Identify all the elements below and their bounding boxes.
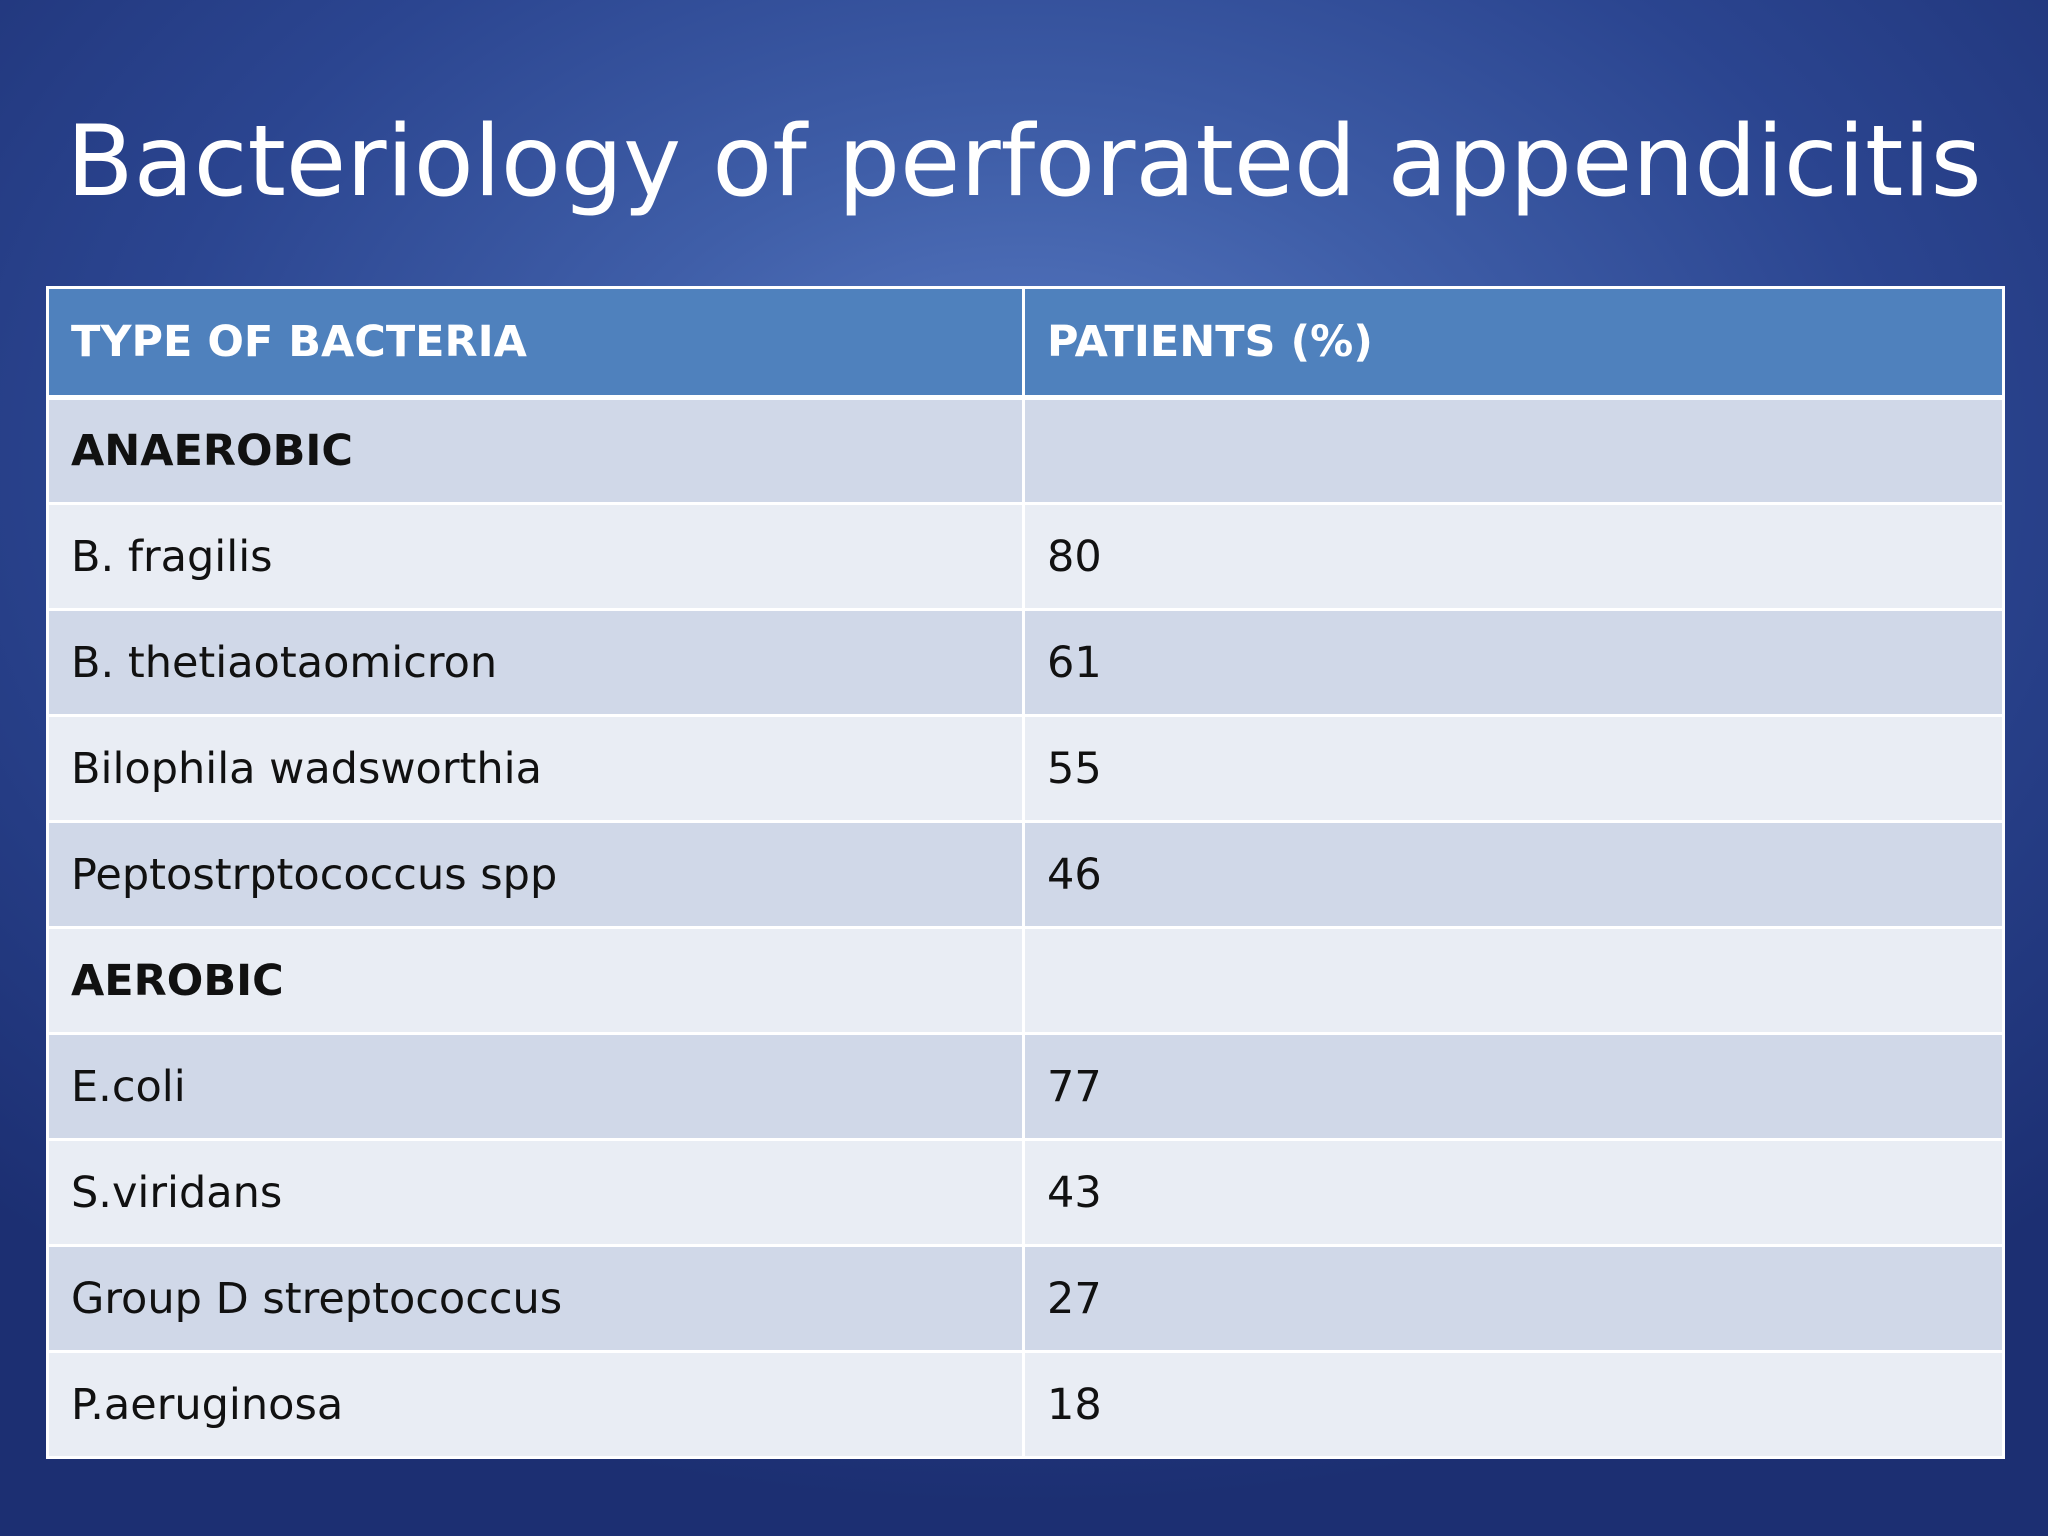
table-row-group-aerobic: AEROBIC: [46, 926, 2004, 1034]
table-row: P.aeruginosa 18: [46, 1350, 2004, 1458]
patients-percent-cell: 61: [1022, 608, 2004, 716]
bacteria-name-cell: B. thetiaotaomicron: [46, 608, 1024, 716]
patients-percent-cell: 27: [1022, 1244, 2004, 1352]
table-row: B. fragilis 80: [46, 502, 2004, 610]
bacteria-table: TYPE OF BACTERIA PATIENTS (%) ANAEROBIC …: [46, 286, 2005, 1459]
table-row: Peptostrptococcus spp 46: [46, 820, 2004, 928]
patients-percent-cell: 18: [1022, 1350, 2004, 1458]
patients-percent-cell: 55: [1022, 714, 2004, 822]
table-row: E.coli 77: [46, 1032, 2004, 1140]
column-header-patients-percent: PATIENTS (%): [1022, 287, 2004, 400]
table-row: Group D streptococcus 27: [46, 1244, 2004, 1352]
table-cell-empty: [1022, 396, 2004, 504]
table-row: S.viridans 43: [46, 1138, 2004, 1246]
table-header-row: TYPE OF BACTERIA PATIENTS (%): [46, 287, 2004, 400]
table-row-group-anaerobic: ANAEROBIC: [46, 396, 2004, 504]
bacteria-name-cell: Bilophila wadsworthia: [46, 714, 1024, 822]
bacteria-name-cell: P.aeruginosa: [46, 1350, 1024, 1458]
bacteria-name-cell: Peptostrptococcus spp: [46, 820, 1024, 928]
group-label-aerobic: AEROBIC: [46, 926, 1024, 1034]
patients-percent-cell: 80: [1022, 502, 2004, 610]
table-row: Bilophila wadsworthia 55: [46, 714, 2004, 822]
bacteria-name-cell: B. fragilis: [46, 502, 1024, 610]
patients-percent-cell: 46: [1022, 820, 2004, 928]
patients-percent-cell: 77: [1022, 1032, 2004, 1140]
bacteria-name-cell: S.viridans: [46, 1138, 1024, 1246]
table-row: B. thetiaotaomicron 61: [46, 608, 2004, 716]
bacteria-name-cell: Group D streptococcus: [46, 1244, 1024, 1352]
group-label-anaerobic: ANAEROBIC: [46, 396, 1024, 504]
patients-percent-cell: 43: [1022, 1138, 2004, 1246]
column-header-type-of-bacteria: TYPE OF BACTERIA: [46, 287, 1024, 400]
bacteria-name-cell: E.coli: [46, 1032, 1024, 1140]
slide-title: Bacteriology of perforated appendicitis: [66, 105, 1982, 219]
table-cell-empty: [1022, 926, 2004, 1034]
